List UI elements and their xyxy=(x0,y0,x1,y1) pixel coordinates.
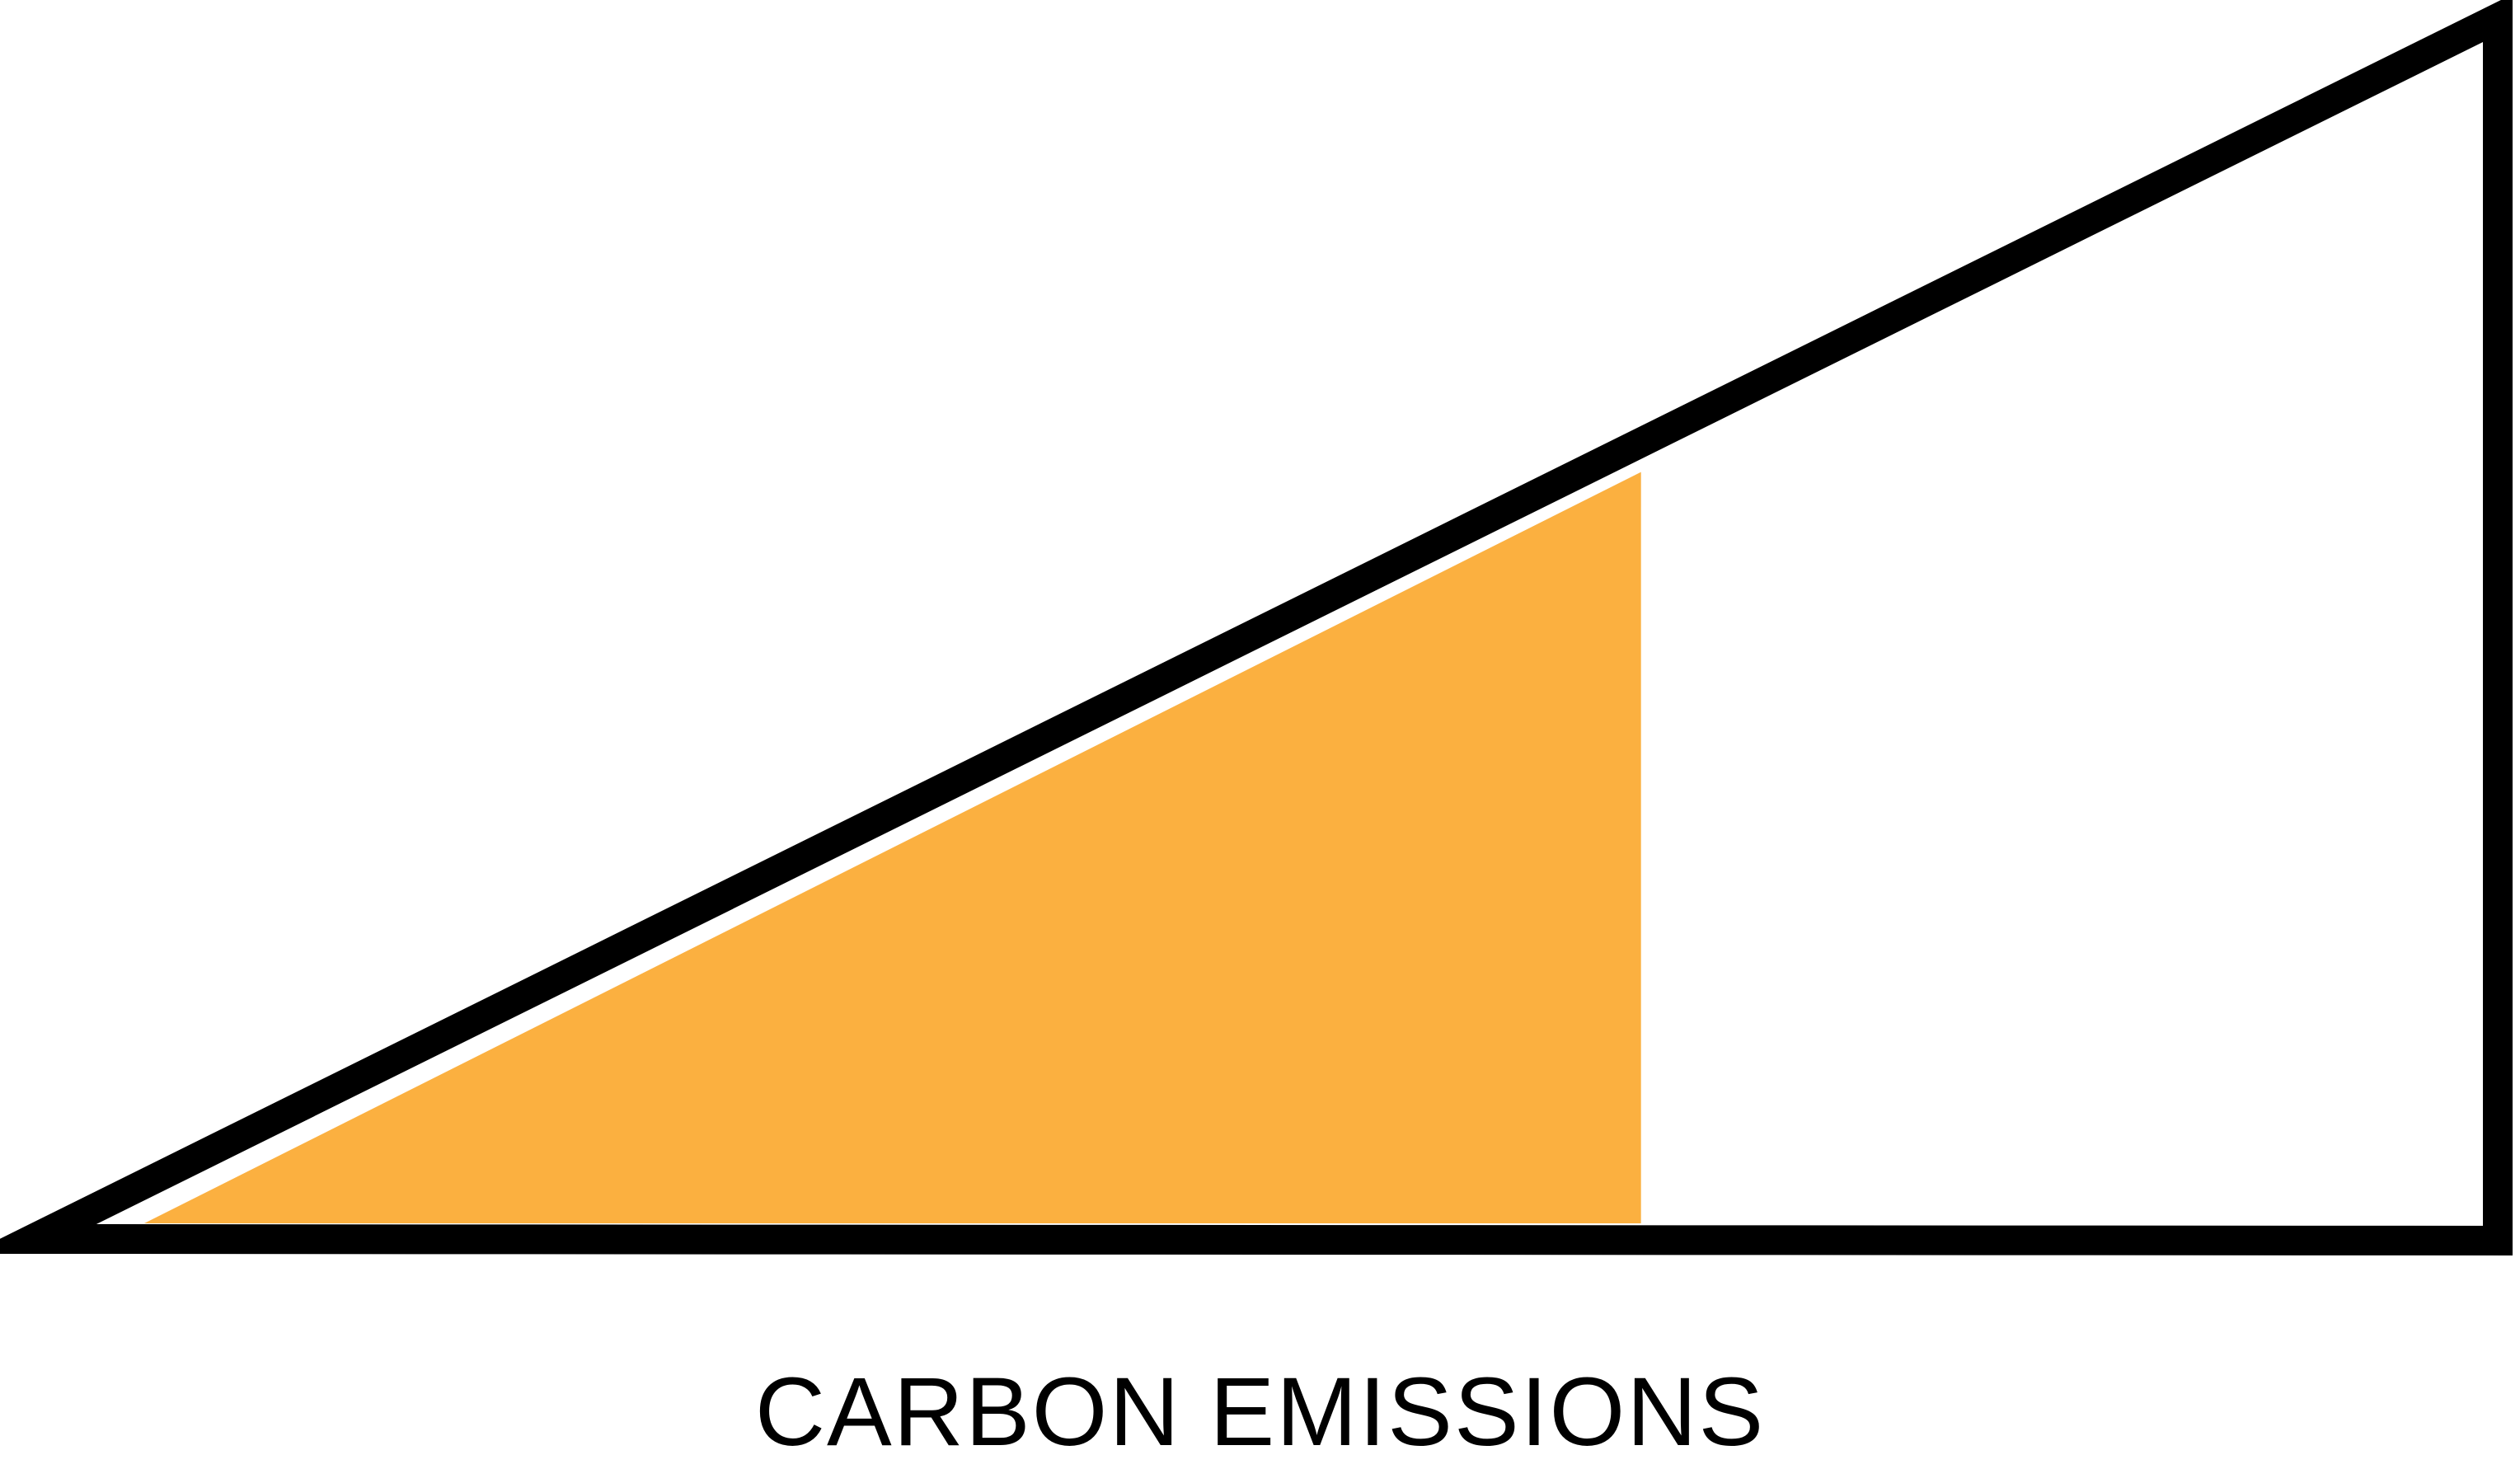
emissions-fill-area xyxy=(144,472,1641,1223)
wedge-outline xyxy=(0,0,2513,1256)
diagram-caption: CARBON EMISSIONS xyxy=(754,1358,1766,1467)
